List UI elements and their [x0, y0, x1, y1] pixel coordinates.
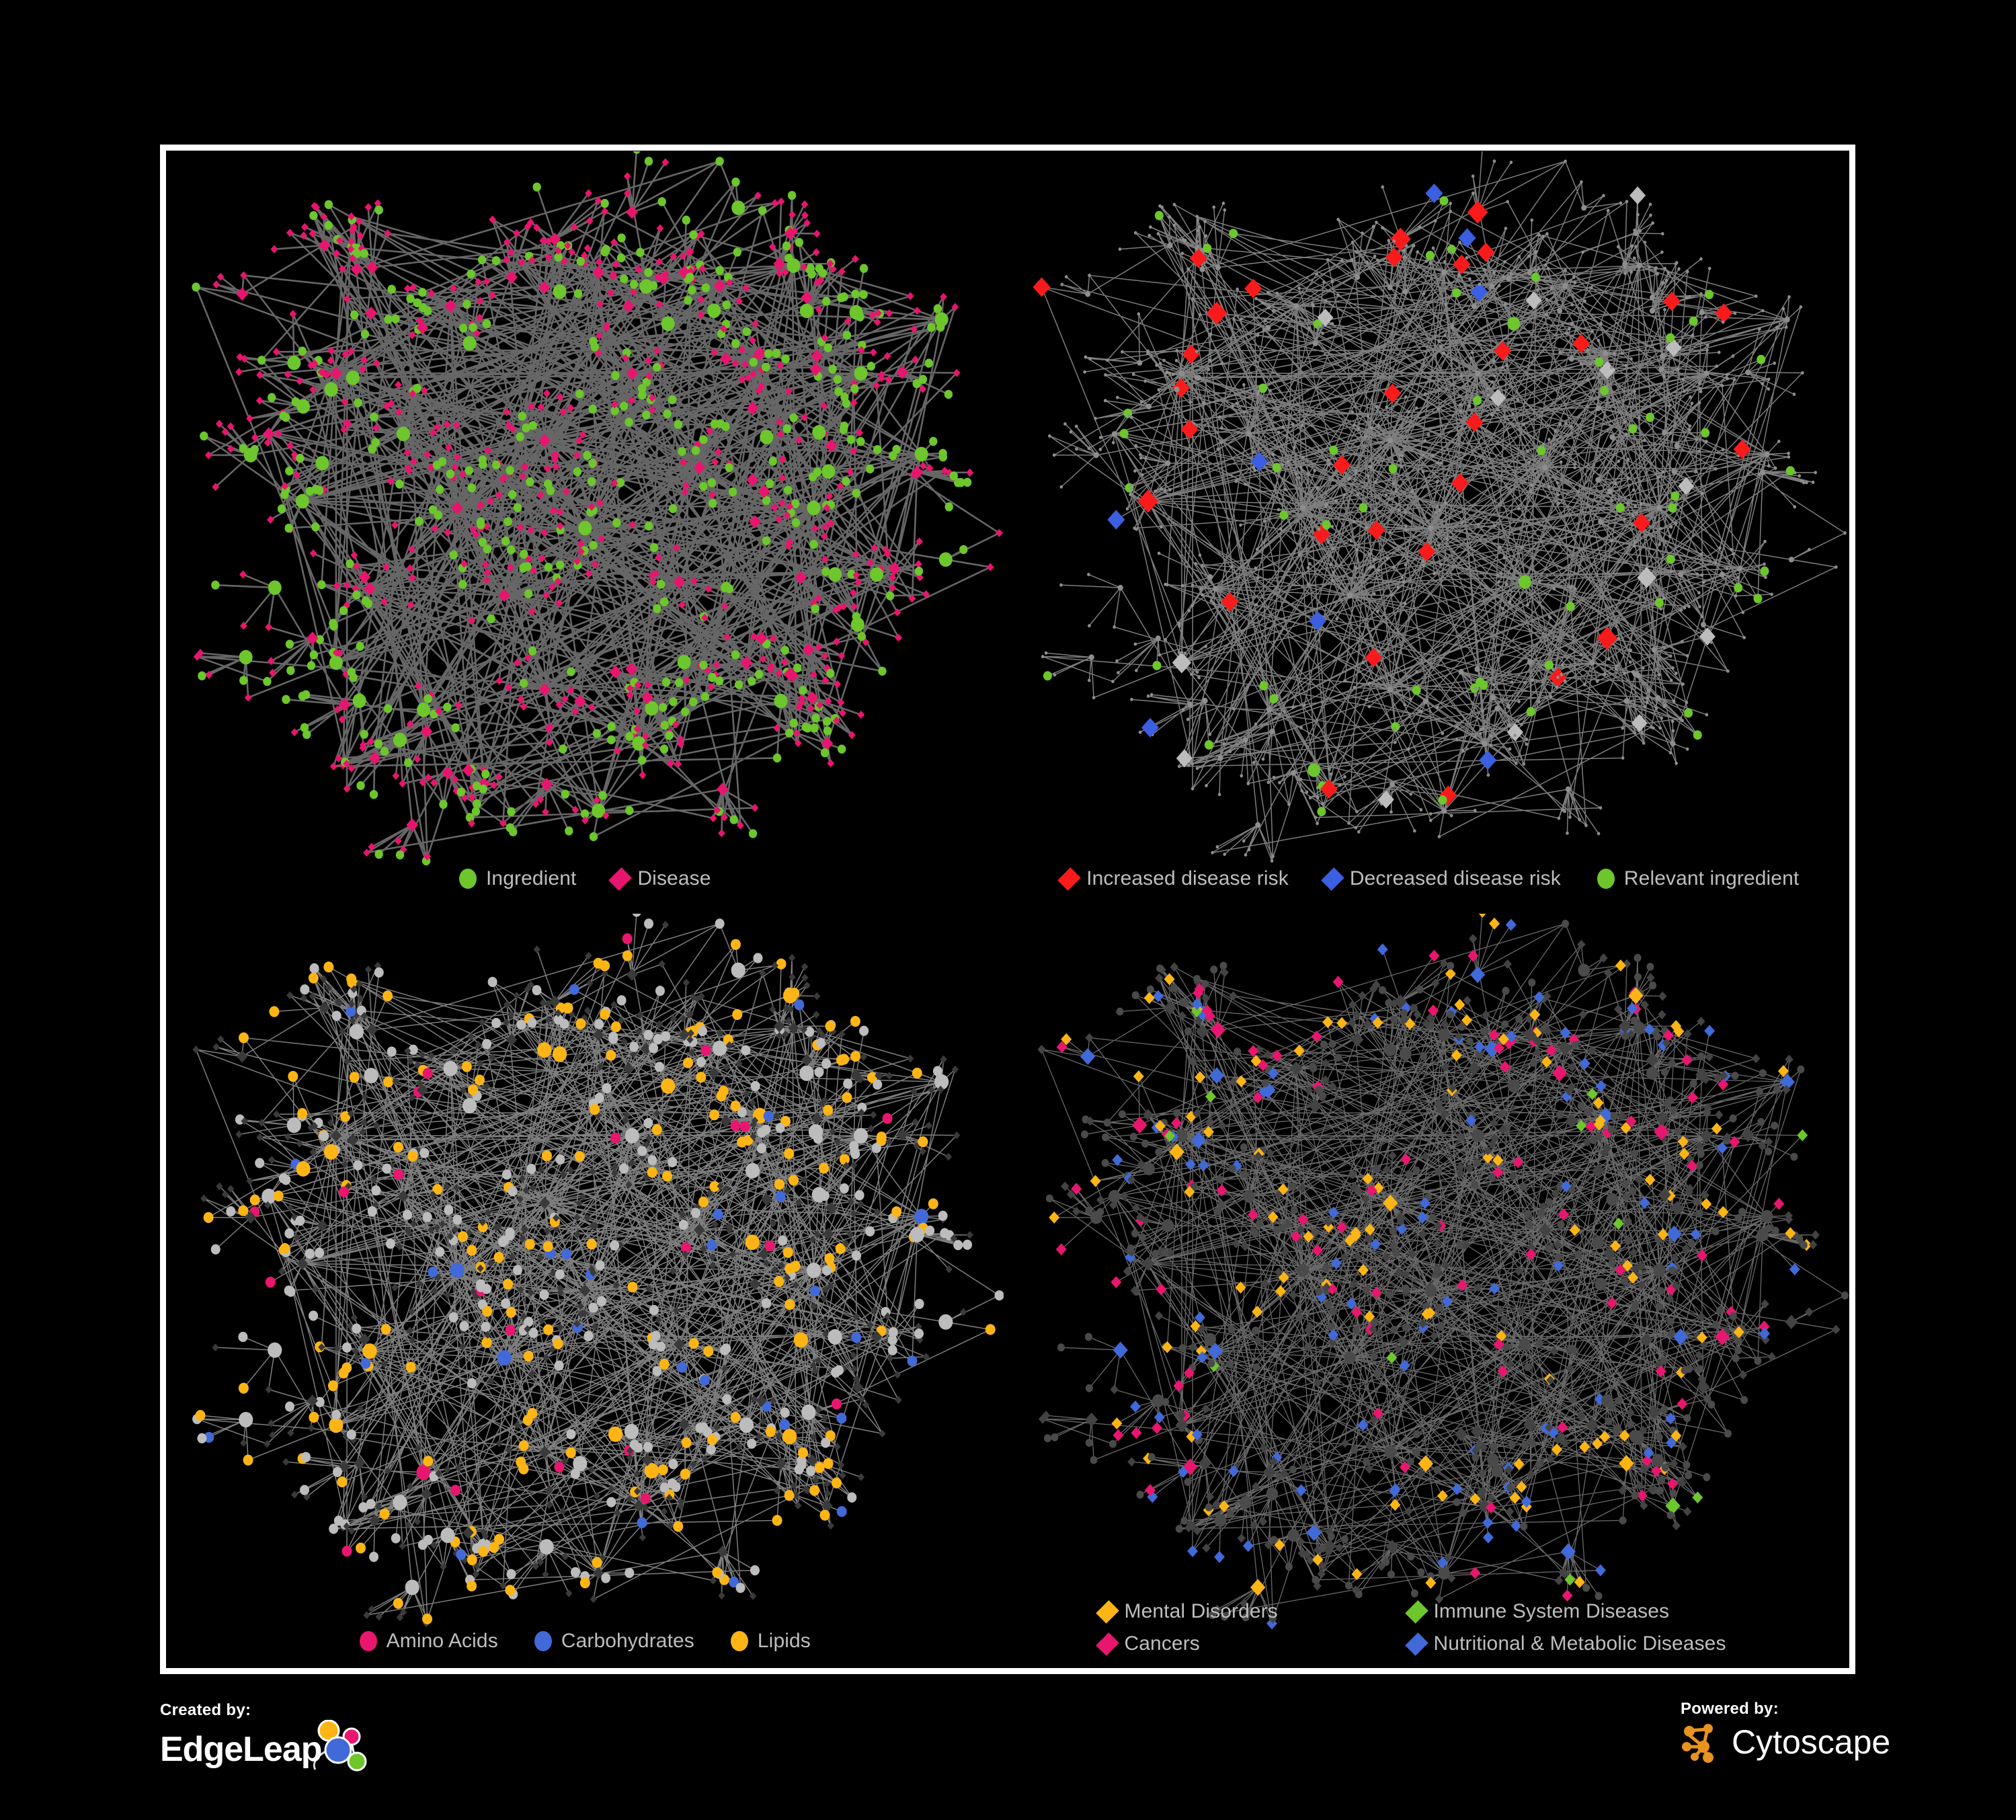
cytoscape-node-icon: [1682, 1724, 1713, 1763]
panel-ingredient-class-network[interactable]: Amino Acids Carbohydrates Lipids: [166, 913, 1004, 1668]
cytoscape-brandrow: Cytoscape: [1681, 1721, 1890, 1763]
cytoscape-wordmark: Cytoscape: [1732, 1723, 1891, 1761]
panel-disease-class-network[interactable]: Mental Disorders Immune System Diseases …: [1011, 913, 1849, 1668]
network-graph-disease-risk[interactable]: [1012, 151, 1849, 905]
figure-frame: Ingredient Disease Increased disease ris…: [160, 145, 1855, 1674]
network-graph-ingredient-disease[interactable]: [167, 151, 1004, 905]
network-graph-disease-class[interactable]: [1012, 914, 1849, 1667]
edgeleap-brandrow: EdgeLeap: [160, 1720, 373, 1776]
panel-disease-risk-network[interactable]: Increased disease risk Decreased disease…: [1011, 151, 1849, 906]
network-graph-ingredient-class[interactable]: [167, 914, 1004, 1667]
edgeleap-node-graph-icon: [313, 1720, 366, 1772]
created-by-edgeleap-logo[interactable]: Created by: EdgeLeap: [160, 1701, 373, 1776]
created-by-kicker: Created by:: [160, 1701, 251, 1719]
edgeleap-wordmark: EdgeLeap: [160, 1730, 322, 1769]
powered-by-cytoscape-logo[interactable]: Powered by: Cytoscape: [1681, 1700, 1890, 1763]
powered-by-kicker: Powered by:: [1681, 1700, 1779, 1718]
panel-ingredient-disease-network[interactable]: Ingredient Disease: [166, 151, 1004, 906]
